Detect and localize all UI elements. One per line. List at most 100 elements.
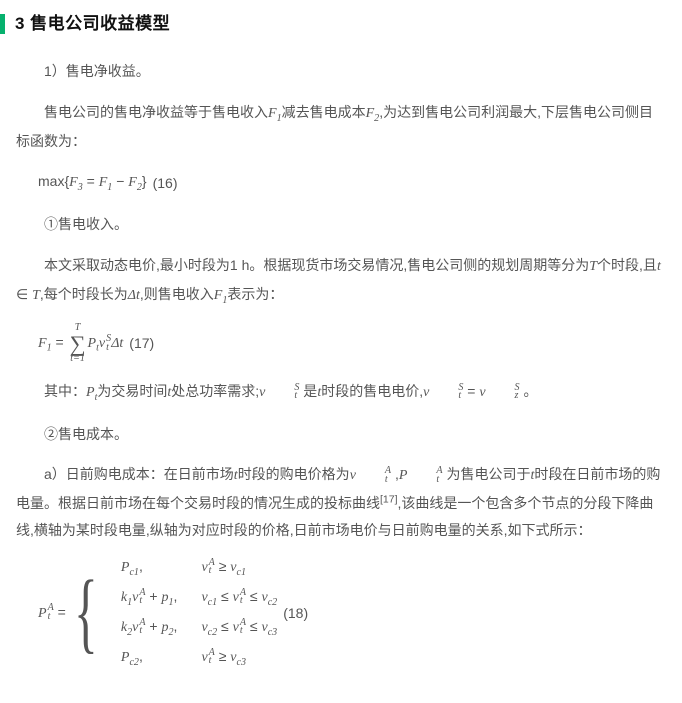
comma: , [174,588,178,604]
text: 时段的购电价格为 [238,466,350,482]
sub: t [266,392,299,401]
math-var: F [38,336,47,351]
text: 为售电公司于 [443,466,531,482]
math-var: P [38,606,47,621]
paragraph-1: 1）售电净收益。 [16,58,666,85]
math-sub: c1 [208,597,218,608]
math-var: F [128,175,137,190]
text: 表示为： [227,286,283,302]
math-sub: c1 [237,567,247,578]
op-le: ≤ [217,588,232,604]
op-eq: = [83,173,99,189]
math-var: v [423,385,429,400]
math-var: p [162,590,169,605]
case-cond-2: vc1 ≤ vAt ≤ vc2 [201,587,277,609]
text: 个时段,且 [597,257,657,273]
math-sub: 2 [137,182,142,193]
math-var: Δt [128,288,140,303]
op-le: ≤ [246,618,261,634]
case-cond-4: vAt ≥ vc3 [201,647,277,669]
equation-body: F1 = T∑t=1PtvStΔt [38,323,123,363]
math-var: F [69,175,78,190]
op-eq: = [52,334,68,350]
heading-text: 3 售电公司收益模型 [15,8,170,40]
math-var: P [121,650,130,665]
math-sub: c2 [268,597,278,608]
math-supsub: At [408,467,442,484]
math-var: v [99,336,105,351]
sub: t [408,476,442,485]
math-var: P [399,468,408,483]
equation-16: max{F3 = F1 − F2} (16) [38,168,666,197]
math-var: v [350,468,356,483]
math-sub: c2 [208,627,218,638]
equation-number: (16) [153,170,178,197]
math-supsub: At [357,467,391,484]
math-var: T [589,259,597,274]
paragraph-2: 售电公司的售电净收益等于售电收入F1减去售电成本F2,为达到售电公司利润最大,下… [16,99,666,155]
paragraph-7: a）日前购电成本：在日前市场t时段的购电价格为vAt ,PAt 为售电公司于t时… [16,461,666,543]
piecewise-block: { Pc1, vAt ≥ vc1 k1vAt + p1, vc1 ≤ vAt ≤… [74,557,278,669]
comma: , [174,618,178,634]
case-value-4: Pc2, [121,647,178,669]
math-var: F [268,106,277,121]
equation-18: PAt = { Pc1, vAt ≥ vc1 k1vAt + p1, vc1 ≤… [38,557,666,669]
math-var: F [366,106,375,121]
math-var: v [201,560,207,575]
equation-number: (18) [283,600,308,627]
op-plus: + [146,588,162,604]
math-var: v [132,620,138,635]
math-sub: c1 [129,567,139,578]
equation-body: PAt = { Pc1, vAt ≥ vc1 k1vAt + p1, vc1 ≤… [38,557,277,669]
text: 其中： [44,383,86,399]
case-cond-3: vc2 ≤ vAt ≤ vc3 [201,617,277,639]
op-eq: = [463,383,479,399]
op-in: ∈ [16,286,32,302]
math-sub: c2 [129,657,139,668]
math-var: v [233,620,239,635]
op-max: max [38,173,64,189]
heading-accent-bar [0,14,5,34]
op-ge: ≥ [215,558,230,574]
op-ge: ≥ [215,648,230,664]
citation-ref[interactable]: [17] [380,493,398,505]
math-var: v [233,590,239,605]
case-cond-1: vAt ≥ vc1 [201,557,277,579]
op-plus: + [146,618,162,634]
op-le: ≤ [246,588,261,604]
sum-lower: t=1 [70,354,85,364]
math-supsub: Sz [487,384,520,401]
math-var: v [259,385,265,400]
math-var: p [162,620,169,635]
math-var: Δt [111,336,123,351]
text: 为交易时间 [97,383,167,399]
paragraph-5: 其中：Pt为交易时间t处总功率需求;vSt 是t时段的售电电价,vSt = vS… [16,378,666,407]
text: 。 [520,383,538,399]
paragraph-4: 本文采取动态电价,最小时段为1 h。根据现货市场交易情况,售电公司侧的规划周期等… [16,252,666,310]
text: 售电公司的售电净收益等于售电收入 [44,104,268,120]
text: ,则售电收入 [140,286,214,302]
op-le: ≤ [217,618,232,634]
math-var: T [32,288,40,303]
left-brace: { [74,568,98,658]
math-var: P [88,336,97,351]
math-var: P [86,385,95,400]
text: 处总功率需求; [171,383,259,399]
sum-symbol: ∑ [70,334,86,354]
text: 减去售电成本 [282,104,366,120]
cases-grid: Pc1, vAt ≥ vc1 k1vAt + p1, vc1 ≤ vAt ≤ v… [121,557,277,669]
sub: t [430,392,463,401]
text: ,每个时段长为 [40,286,128,302]
text: 本文采取动态电价,最小时段为1 h。根据现货市场交易情况,售电公司侧的规划周期等… [44,257,589,273]
equation-number: (17) [129,330,154,357]
sub: t [357,476,391,485]
op-eq: = [54,604,66,620]
text: 时段的售电电价, [321,383,423,399]
math-var: v [132,590,138,605]
paragraph-3: ①售电收入。 [16,211,666,238]
comma: , [139,558,143,574]
equation-17: F1 = T∑t=1PtvStΔt (17) [38,323,666,363]
math-var: v [201,650,207,665]
sub: z [487,392,520,401]
text: 是 [299,383,317,399]
